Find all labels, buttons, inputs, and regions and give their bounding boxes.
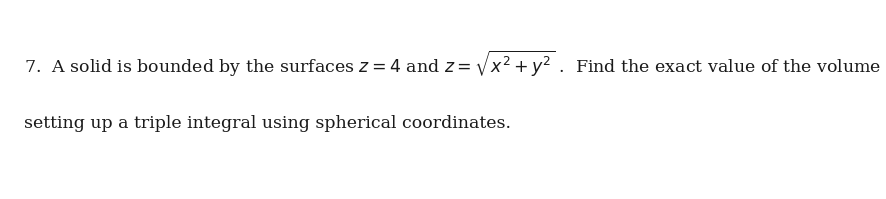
Text: setting up a triple integral using spherical coordinates.: setting up a triple integral using spher… (24, 115, 510, 132)
Text: 7.  A solid is bounded by the surfaces $z = 4$ and $z = \sqrt{x^2 + y^2}$ .  Fin: 7. A solid is bounded by the surfaces $z… (24, 49, 886, 79)
